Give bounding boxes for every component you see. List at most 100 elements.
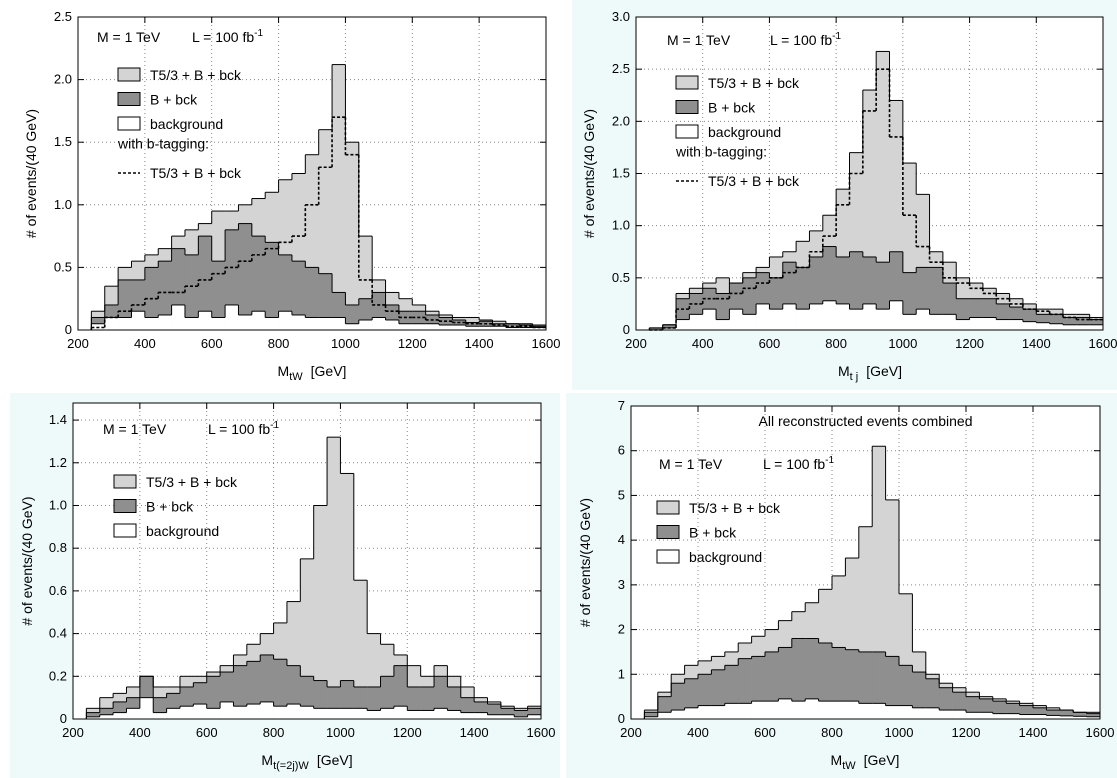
histogram-bin [1049, 323, 1064, 330]
chart-title: All reconstructed events combined [759, 413, 973, 429]
x-tick-label: 400 [692, 336, 714, 351]
x-tick-label: 400 [687, 725, 709, 740]
legend-swatch [113, 499, 137, 513]
x-tick-label: 600 [201, 336, 223, 351]
histogram-bin [318, 317, 333, 330]
y-tick-label: 1.0 [49, 497, 67, 512]
x-tick-label: 800 [263, 725, 285, 740]
legend-label: B + bck [708, 100, 756, 116]
histogram-bin [144, 317, 159, 330]
histogram-bin [644, 712, 659, 719]
histogram-bin [527, 708, 542, 719]
legend-label: T5/3 + B + bck [150, 165, 242, 181]
histogram-bin [340, 708, 355, 719]
histogram-bin [845, 701, 860, 719]
histogram-bin [340, 473, 355, 719]
histogram-bin [238, 314, 253, 330]
histogram-bin [206, 708, 221, 719]
legend-label: T5/3 + B + bck [708, 75, 800, 91]
histogram-bin [716, 319, 730, 330]
histogram-bin [872, 703, 886, 719]
lumi-exponent: -1 [832, 31, 841, 42]
plot-frame [630, 405, 1101, 720]
y-tick-label: 2.0 [612, 113, 630, 128]
histogram-bin [305, 317, 319, 330]
histogram-bin [872, 446, 886, 719]
x-tick-label: 1200 [393, 725, 422, 740]
lumi-exponent: -1 [825, 455, 834, 466]
histogram-bin [158, 314, 172, 330]
histogram-bin [698, 705, 712, 719]
histogram-bin [876, 51, 890, 331]
histogram-bin [353, 580, 368, 719]
lumi-exponent: -1 [270, 420, 279, 431]
histogram-bin [836, 303, 850, 330]
histogram-bin [291, 261, 306, 330]
legend-note: with b-tagging: [675, 144, 767, 160]
mass-label: M = 1 TeV [659, 456, 723, 472]
histogram-bin [939, 710, 953, 719]
histogram-bin [465, 326, 480, 330]
y-tick-label: 0.5 [54, 259, 72, 274]
histogram-bin [251, 311, 266, 330]
histogram-bin [969, 317, 984, 330]
histogram-bin [278, 311, 293, 330]
y-tick-label: 2 [618, 622, 625, 637]
histogram-bin [872, 651, 886, 719]
legend-swatch [656, 549, 680, 564]
histogram-bin [925, 707, 940, 719]
plot-frame [77, 16, 547, 331]
y-tick-label: 0 [618, 711, 625, 726]
histogram-bin [858, 651, 873, 719]
histogram-bin [724, 703, 739, 719]
histogram-bin [291, 314, 306, 330]
histogram-bin [131, 311, 146, 330]
histogram-bin [1033, 707, 1047, 719]
histogram-bin [439, 324, 453, 330]
histogram-bin [676, 319, 690, 330]
histogram-bin [286, 704, 301, 719]
histogram-bin [372, 317, 386, 330]
histogram-bin [434, 708, 448, 719]
histogram-bin [657, 712, 672, 719]
legend-label: T5/3 + B + bck [146, 474, 238, 490]
histogram-bin [1036, 322, 1050, 330]
histogram-bin [318, 273, 333, 330]
legend-label: B + bck [150, 92, 198, 108]
histogram-bin [500, 714, 515, 719]
histogram-bin [474, 712, 488, 719]
lumi-text: L = 100 fb [770, 32, 832, 48]
y-tick-label: 5 [618, 487, 625, 502]
histogram-bin [479, 326, 493, 330]
histogram-bin [519, 327, 533, 330]
x-tick-label: 1200 [398, 336, 427, 351]
histogram-bin [211, 317, 226, 330]
histogram-bin [332, 317, 346, 330]
histogram-bin [1076, 324, 1090, 330]
x-tick-label: 1600 [1089, 336, 1117, 351]
x-tick-label: 1400 [1019, 725, 1048, 740]
y-tick-label: 6 [618, 443, 625, 458]
x-tick-label: 600 [759, 336, 781, 351]
histogram-bin [420, 710, 435, 719]
histogram-bin [225, 304, 239, 330]
histogram-bin [479, 321, 493, 330]
histogram-bin [380, 708, 395, 719]
x-axis-label: Mt(=2j)W [GeV] [261, 752, 352, 772]
histogram-bin [393, 706, 408, 719]
lumi-text: L = 100 fb [208, 421, 270, 437]
y-tick-label: 0 [60, 711, 67, 726]
histogram-bin [251, 236, 266, 330]
x-label-symbol: M [261, 752, 273, 768]
y-tick-label: 0 [623, 322, 630, 337]
legend-label: background [146, 523, 219, 539]
lumi-text: L = 100 fb [192, 29, 254, 45]
histogram-bin [313, 505, 328, 719]
histogram-bin [996, 319, 1010, 330]
histogram-bin [1073, 716, 1087, 719]
histogram-bin [662, 327, 677, 330]
histogram-bin [782, 303, 797, 330]
legend-swatch [656, 500, 680, 515]
histogram-bin [332, 64, 346, 331]
histogram-bin [166, 708, 181, 719]
